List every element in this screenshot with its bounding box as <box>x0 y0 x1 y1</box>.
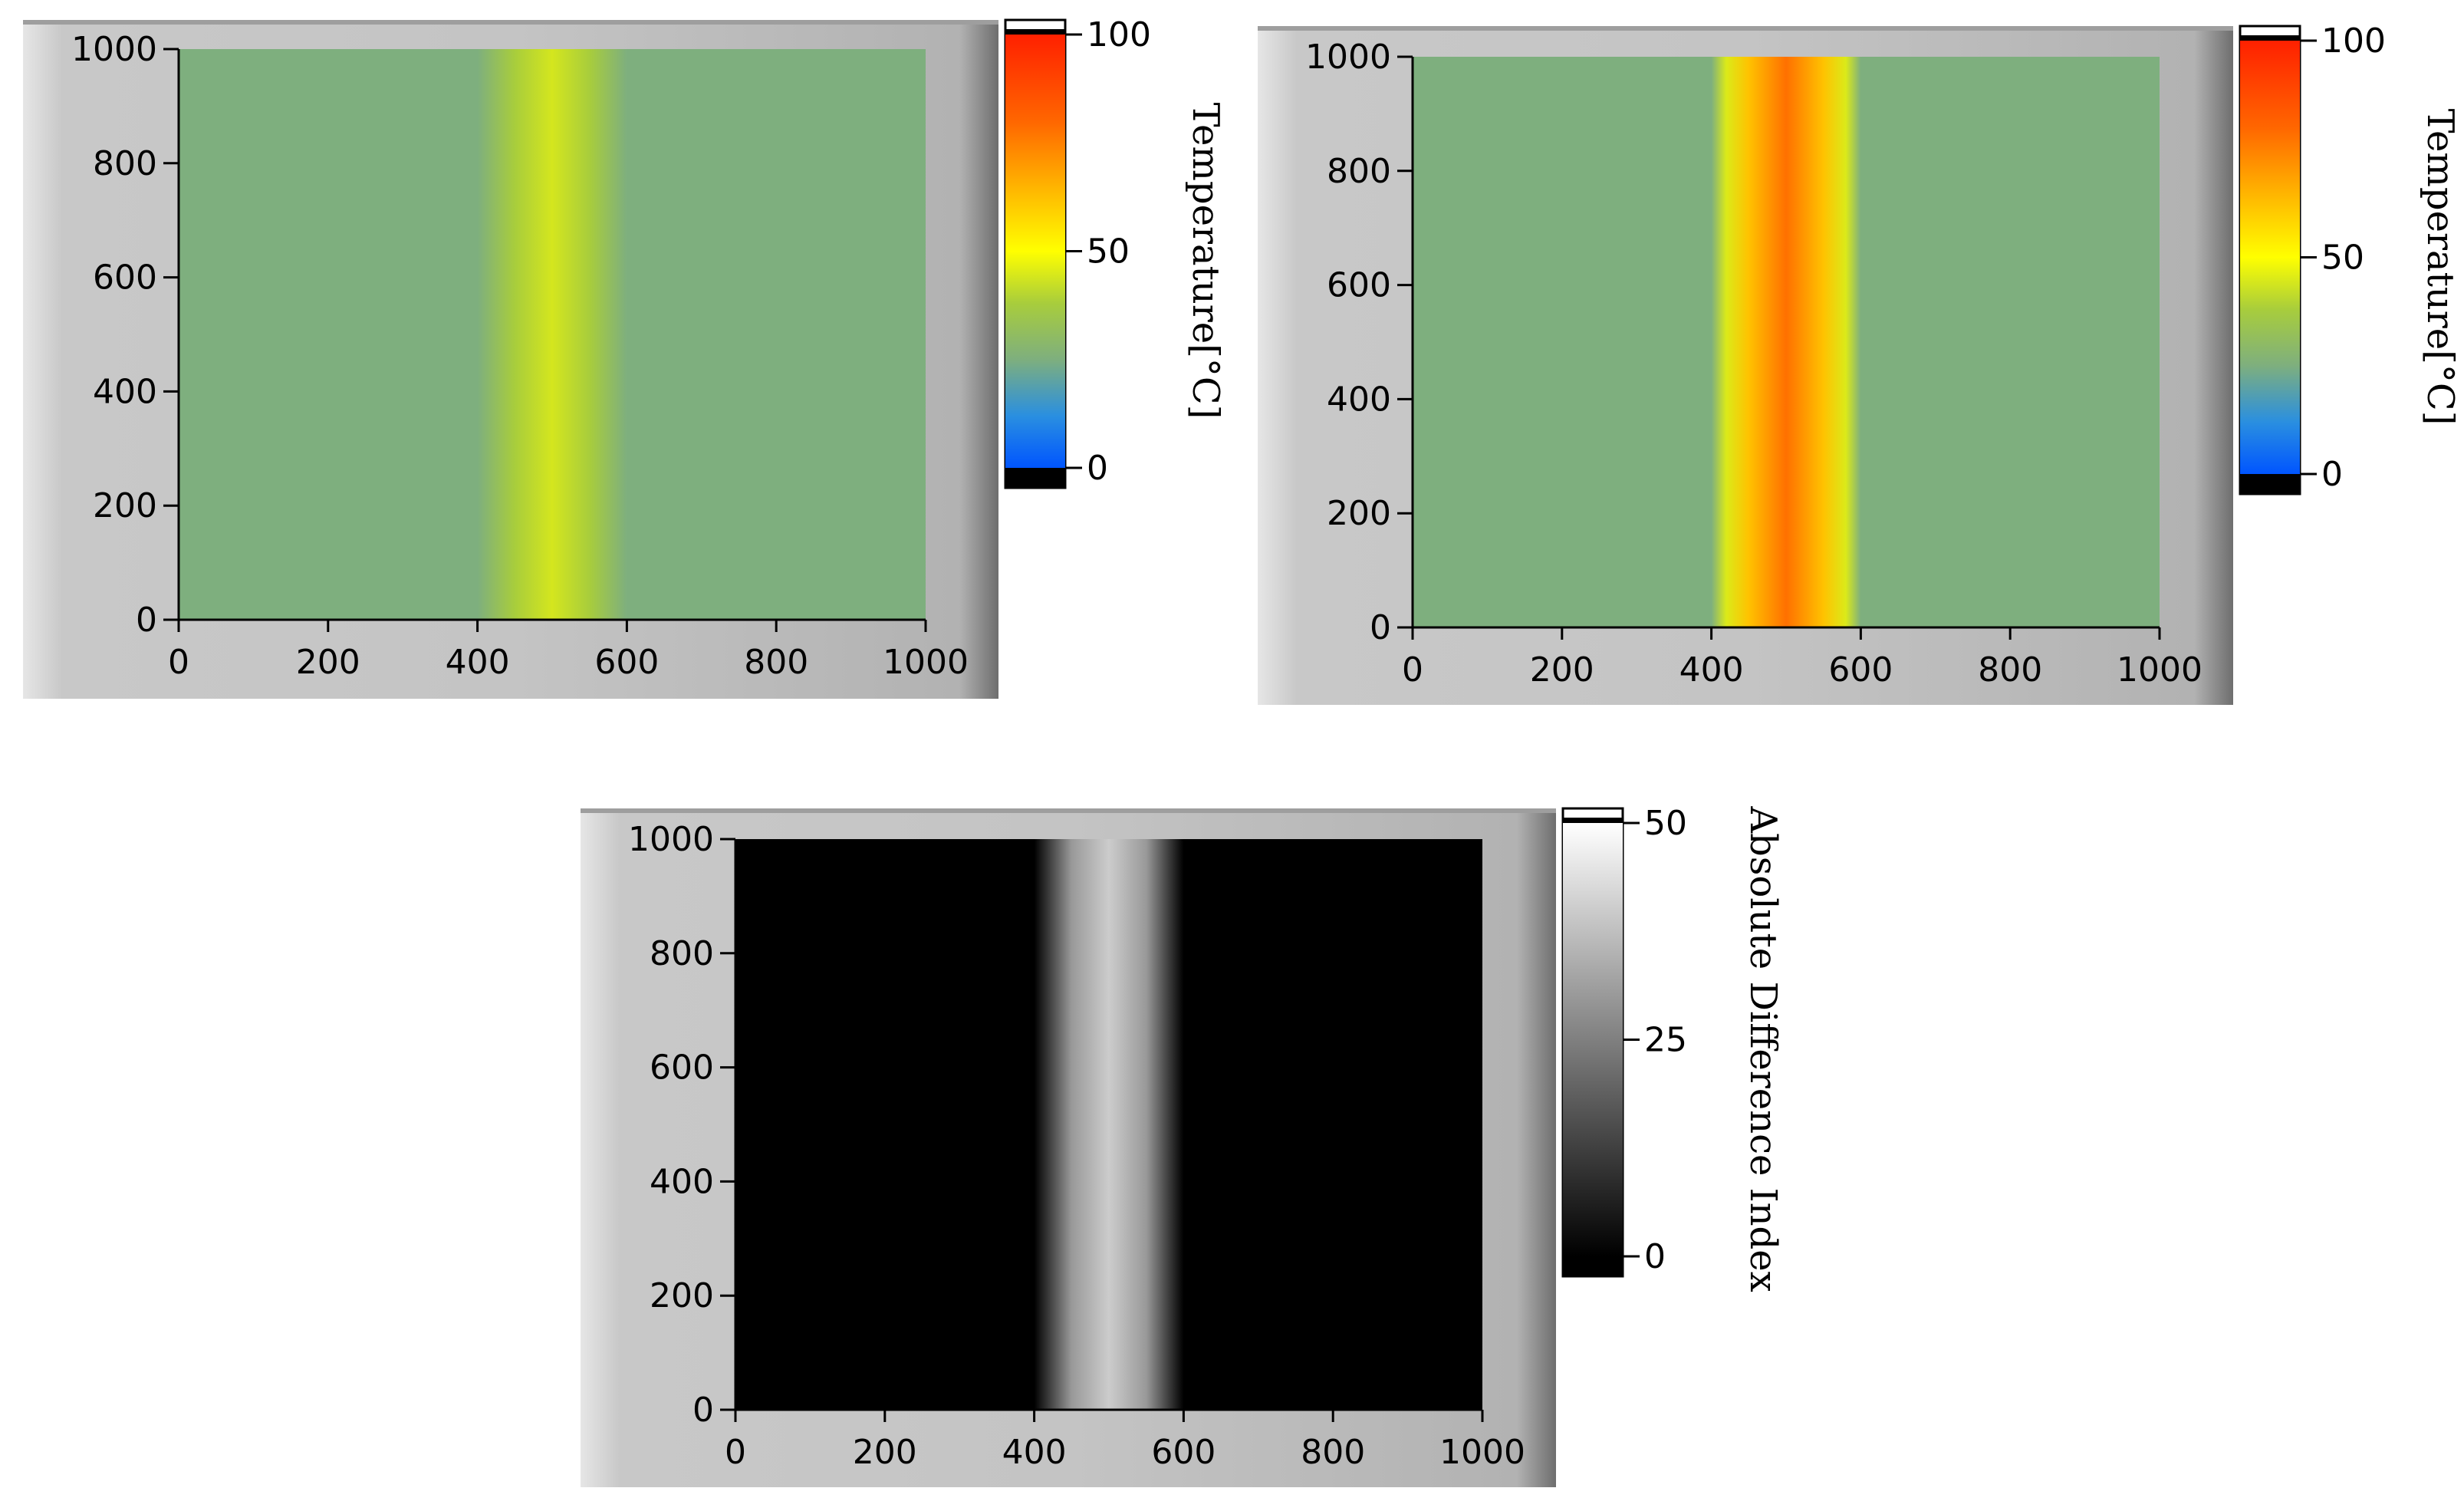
x-tick-label: 800 <box>1301 1433 1365 1472</box>
chart-panel-1: 0 200 400 600 800 1000 0 200 400 600 800 1000 0 50 100… <box>23 15 1227 699</box>
colorbar-overflow-marker <box>2240 35 2300 41</box>
heatmap-field <box>735 839 1482 1410</box>
colorbar-tick-label: 50 <box>1644 804 1687 843</box>
colorbar-gradient <box>2240 41 2300 474</box>
y-tick-label: 400 <box>1327 380 1391 419</box>
y-tick-label: 600 <box>93 258 157 298</box>
colorbar-gradient <box>1563 823 1623 1256</box>
x-tick-label: 400 <box>446 643 510 682</box>
y-tick-label: 600 <box>650 1048 714 1088</box>
colorbar-tick-label: 0 <box>2321 455 2343 494</box>
chart-panel-2: 0 200 400 600 800 1000 0 200 400 600 800 1000 0 50 100… <box>1258 21 2462 705</box>
x-tick-label: 200 <box>296 643 360 682</box>
chart-panel-3: 0 200 400 600 800 1000 0 200 400 600 800 1000 0 25 50 A… <box>581 804 1785 1487</box>
x-tick-label: 400 <box>1679 650 1744 690</box>
x-tick-label: 400 <box>1002 1433 1067 1472</box>
x-tick-label: 800 <box>1978 650 2042 690</box>
x-tick-label: 1000 <box>1439 1433 1525 1472</box>
y-tick-label: 0 <box>1370 608 1391 647</box>
y-tick-label: 600 <box>1327 266 1391 305</box>
colorbar-tick-label: 50 <box>2321 239 2364 278</box>
x-tick-label: 600 <box>1151 1433 1216 1472</box>
colorbar: 0 25 50 Absolute Difference Index <box>1561 804 1785 1292</box>
x-tick-label: 200 <box>1530 650 1594 690</box>
colorbar-title: Temperature[°C] <box>2419 109 2462 426</box>
x-tick-label: 0 <box>725 1433 746 1472</box>
chart-frame-top-edge <box>581 808 1556 813</box>
colorbar: 0 50 100 Temperature[°C] <box>1004 15 1227 489</box>
y-tick-label: 200 <box>93 486 157 525</box>
colorbar-overflow-marker <box>1563 818 1623 823</box>
x-tick-label: 0 <box>168 643 189 682</box>
colorbar-title: Absolute Difference Index <box>1742 805 1785 1292</box>
y-tick-label: 800 <box>1327 152 1391 191</box>
heatmap-field <box>1413 57 2160 627</box>
x-tick-label: 0 <box>1402 650 1423 690</box>
colorbar-tick-label: 100 <box>1087 15 1151 54</box>
y-tick-label: 200 <box>1327 494 1391 533</box>
colorbar-overflow-marker <box>1005 29 1065 35</box>
x-tick-label: 1000 <box>883 643 969 682</box>
y-tick-label: 400 <box>650 1162 714 1201</box>
colorbar-tick-label: 25 <box>1644 1021 1687 1060</box>
colorbar-underflow-marker <box>1005 468 1065 488</box>
y-tick-label: 1000 <box>71 30 157 69</box>
colorbar-tick-label: 100 <box>2321 21 2386 61</box>
y-tick-label: 1000 <box>1305 38 1391 77</box>
x-tick-label: 1000 <box>2117 650 2202 690</box>
y-tick-label: 0 <box>136 601 157 640</box>
y-tick-label: 1000 <box>628 820 714 859</box>
colorbar-underflow-marker <box>1563 1256 1623 1276</box>
colorbar-title: Temperature[°C] <box>1184 103 1227 420</box>
colorbar: 0 50 100 Temperature[°C] <box>2239 21 2462 495</box>
y-tick-label: 0 <box>692 1391 714 1430</box>
x-tick-label: 200 <box>853 1433 917 1472</box>
chart-frame-top-edge <box>23 20 998 25</box>
colorbar-underflow-marker <box>2240 474 2300 494</box>
colorbar-gradient <box>1005 35 1065 468</box>
chart-frame-top-edge <box>1258 26 2233 31</box>
x-tick-label: 600 <box>1828 650 1893 690</box>
x-tick-label: 800 <box>744 643 808 682</box>
colorbar-tick-label: 0 <box>1087 449 1108 488</box>
colorbar-tick-label: 50 <box>1087 232 1130 272</box>
heatmap-field <box>179 49 926 620</box>
y-tick-label: 800 <box>93 144 157 183</box>
y-tick-label: 800 <box>650 934 714 973</box>
y-tick-label: 400 <box>93 372 157 411</box>
y-tick-label: 200 <box>650 1276 714 1315</box>
x-tick-label: 600 <box>594 643 659 682</box>
colorbar-tick-label: 0 <box>1644 1237 1666 1276</box>
